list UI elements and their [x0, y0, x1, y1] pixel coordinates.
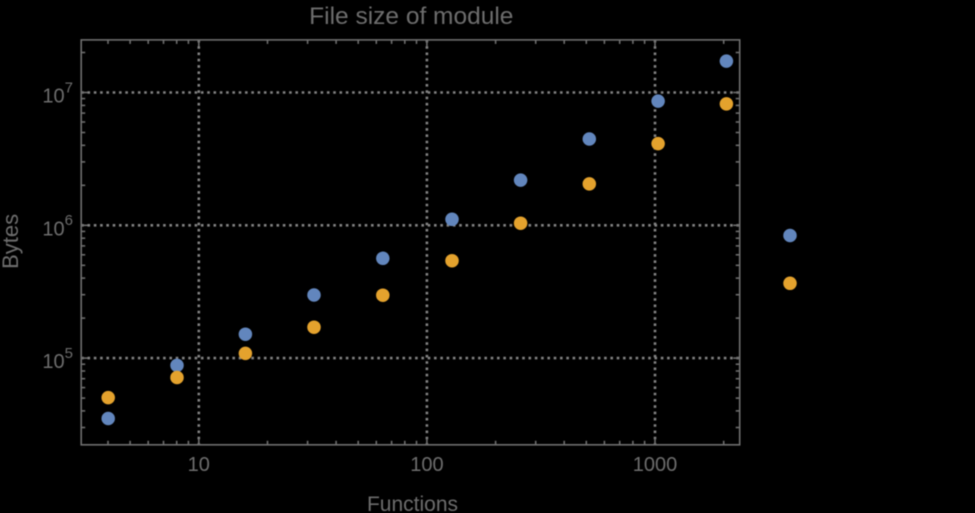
svg-text:5: 5 [65, 345, 73, 362]
svg-text:10: 10 [42, 86, 64, 108]
svg-text:File size of module: File size of module [309, 3, 513, 30]
svg-text:7: 7 [65, 79, 73, 96]
svg-text:10: 10 [188, 454, 210, 476]
svg-text:Bytes: Bytes [0, 214, 23, 269]
svg-text:1000: 1000 [633, 454, 678, 476]
svg-text:100: 100 [410, 454, 443, 476]
svg-text:10: 10 [42, 351, 64, 373]
svg-text:6: 6 [65, 212, 73, 229]
svg-text:10: 10 [42, 218, 64, 240]
svg-text:Functions: Functions [367, 493, 458, 513]
